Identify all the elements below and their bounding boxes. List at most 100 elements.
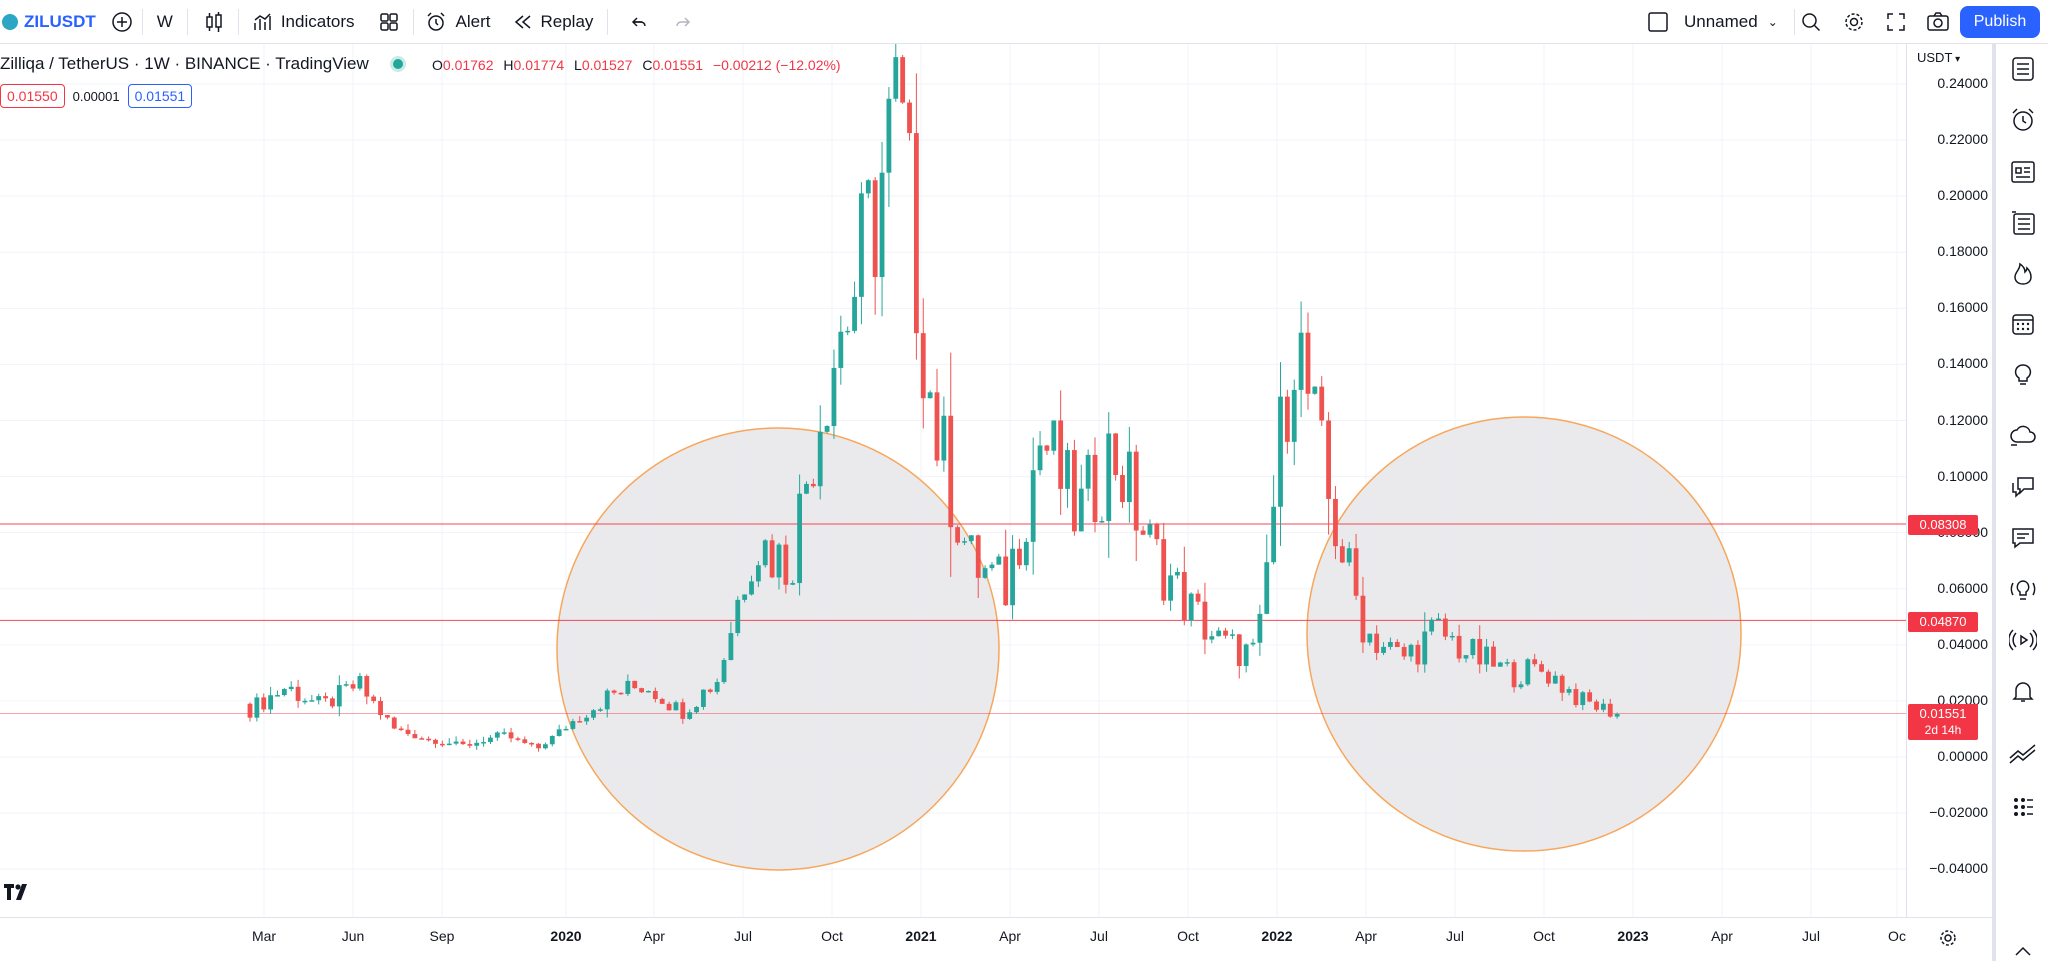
candle-body (666, 703, 672, 711)
candle-body (336, 685, 342, 707)
layout-name: Unnamed (1684, 11, 1758, 31)
undo-button[interactable] (628, 0, 652, 44)
fullscreen-button[interactable] (1884, 0, 1908, 44)
candle-body (1023, 541, 1029, 566)
snapshot-button[interactable] (1926, 0, 1950, 44)
candle-body (405, 729, 411, 735)
candle-body (810, 483, 816, 487)
time-tick-label: Oct (1533, 928, 1555, 944)
candle-body (343, 684, 349, 686)
price-tick-label: 0.10000 (1937, 467, 1988, 484)
candle-body (1415, 644, 1421, 665)
candle-body (371, 696, 377, 702)
candle-body (563, 728, 569, 731)
chart-type-button[interactable] (202, 0, 226, 44)
candle-body (941, 415, 947, 461)
templates-button[interactable] (377, 0, 401, 44)
candle-body (501, 732, 507, 734)
candle-body (1175, 571, 1180, 576)
candle-body (1154, 524, 1160, 540)
candle-body (652, 690, 658, 700)
candle-body (433, 739, 438, 744)
settings-button[interactable] (1842, 0, 1866, 44)
symbol-logo-icon (2, 13, 18, 30)
watchlist-icon[interactable] (2008, 54, 2038, 84)
ideas-stream-icon[interactable] (2008, 574, 2038, 604)
candle-body (1497, 662, 1503, 667)
calendar-icon[interactable] (2008, 309, 2038, 339)
candle-body (701, 689, 706, 707)
candle-body (913, 133, 919, 334)
gear-icon[interactable] (1938, 928, 1958, 953)
bell-icon[interactable] (2008, 676, 2038, 706)
symbol-search[interactable]: ZILUSDT (2, 0, 96, 44)
cloud-chat-icon[interactable] (2008, 421, 2038, 451)
candle-body (646, 690, 651, 693)
replay-button[interactable]: Replay (511, 0, 593, 44)
candle-body (659, 699, 665, 704)
price-scale[interactable]: USDT ▾ 0.24000 0.22000 0.20000 0.18000 0.160… (1906, 44, 1992, 917)
indicators-button[interactable]: Indicators (251, 0, 355, 44)
candle-body (426, 738, 432, 741)
candle-body (769, 540, 775, 578)
search-icon (1799, 10, 1823, 34)
time-tick-label: Apr (999, 928, 1021, 944)
streams-icon[interactable] (2008, 625, 2038, 655)
data-window-icon[interactable] (2008, 157, 2038, 187)
candle-body (920, 333, 926, 399)
compare-button[interactable] (110, 0, 134, 44)
candle-body (728, 633, 734, 661)
time-tick-label: Sep (429, 928, 455, 944)
candle-body (1264, 562, 1270, 614)
candle-body (309, 700, 315, 702)
candle-body (1058, 420, 1064, 489)
object-tree-icon[interactable] (2008, 792, 2038, 822)
chart-pane[interactable] (0, 44, 1906, 917)
add-circle-icon (110, 10, 134, 34)
alert-button[interactable]: Alert (424, 0, 491, 44)
comment-icon[interactable] (2008, 523, 2038, 553)
ask-price[interactable]: 0.01551 (127, 84, 193, 108)
time-scale[interactable]: Mar Jun Sep 2020 Apr Jul Oct 2021 Apr Jul Oct 2022 A… (0, 917, 1992, 961)
layout-button[interactable]: Unnamed ⌄ (1646, 0, 1778, 44)
candle-body (1120, 474, 1125, 503)
candle-body (275, 695, 280, 697)
candle-body (1573, 689, 1579, 706)
currency-label: USDT (1917, 50, 1953, 65)
candle-body (549, 735, 555, 745)
candle-body (680, 702, 686, 719)
hotlist-icon[interactable] (2008, 208, 2038, 238)
bid-ask-row: 0.01550 0.00001 0.01551 (0, 84, 193, 108)
chats-icon[interactable] (2008, 472, 2038, 502)
fire-icon[interactable] (2008, 258, 2038, 288)
search-button[interactable] (1799, 0, 1823, 44)
lightbulb-icon[interactable] (2008, 360, 2038, 390)
candle-body (398, 728, 404, 731)
candle-body (1030, 470, 1036, 542)
candles-icon (202, 10, 226, 34)
candlestick-chart[interactable] (0, 44, 1906, 917)
candle-body (1092, 454, 1098, 522)
candle-body (536, 743, 541, 749)
alarm-clock-icon[interactable] (2008, 105, 2038, 135)
candle-body (1477, 639, 1483, 665)
candle-body (975, 535, 981, 578)
chevron-up-icon[interactable] (2008, 944, 2038, 958)
tradingview-logo[interactable] (4, 884, 34, 906)
publish-button[interactable]: Publish (1960, 6, 2040, 38)
candle-body (494, 732, 500, 738)
legend-title[interactable]: Zilliqa / TetherUS · 1W · BINANCE · Trad… (0, 54, 369, 73)
bid-price[interactable]: 0.01550 (0, 84, 65, 108)
interval-button[interactable]: W (157, 0, 173, 44)
price-tick-label: 0.06000 (1937, 579, 1988, 596)
candle-body (1065, 450, 1070, 489)
redo-button[interactable] (670, 0, 694, 44)
currency-selector[interactable]: USDT ▾ (1917, 50, 1960, 65)
candle-body (597, 709, 603, 711)
candle-body (1278, 396, 1283, 507)
candle-body (625, 680, 631, 694)
candle-body (481, 742, 486, 744)
alarm-clock-icon (424, 10, 448, 34)
trend-line-icon[interactable] (2008, 741, 2038, 771)
candle-body (824, 426, 830, 432)
